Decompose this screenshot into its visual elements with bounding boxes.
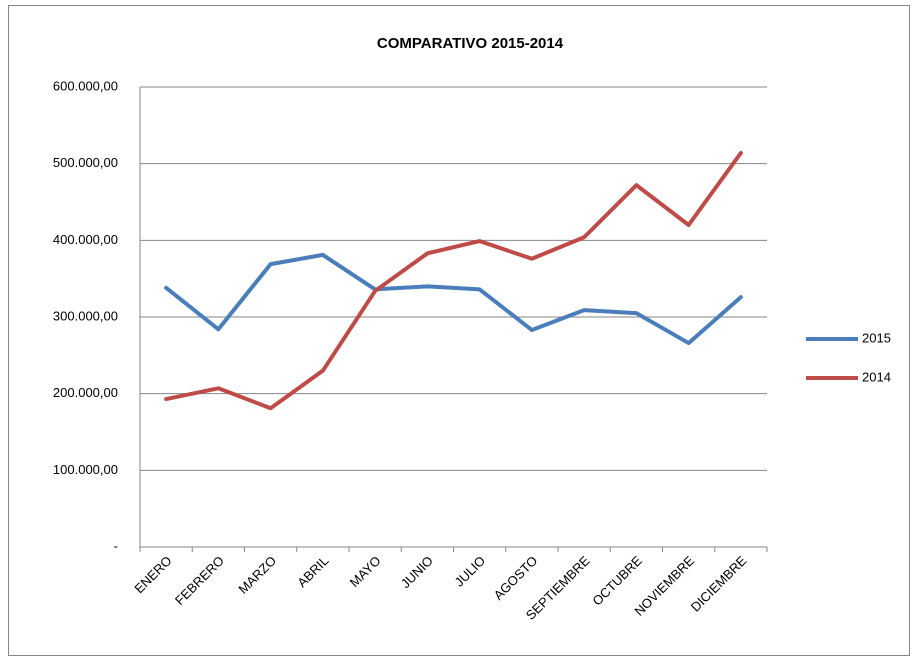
y-tick-label: 300.000,00 (53, 308, 118, 323)
series-line (164, 252, 743, 346)
chart-title: COMPARATIVO 2015-2014 (377, 35, 564, 52)
y-tick-label: 100.000,00 (53, 462, 118, 477)
y-tick-label: - (114, 538, 118, 553)
legend-label: 2014 (862, 369, 891, 384)
legend-label: 2015 (862, 330, 891, 345)
y-tick-label: 200.000,00 (53, 385, 118, 400)
chart-frame (8, 5, 910, 656)
series-line (164, 150, 743, 411)
y-tick-label: 600.000,00 (53, 78, 118, 93)
y-tick-label: 500.000,00 (53, 155, 118, 170)
y-tick-label: 400.000,00 (53, 232, 118, 247)
